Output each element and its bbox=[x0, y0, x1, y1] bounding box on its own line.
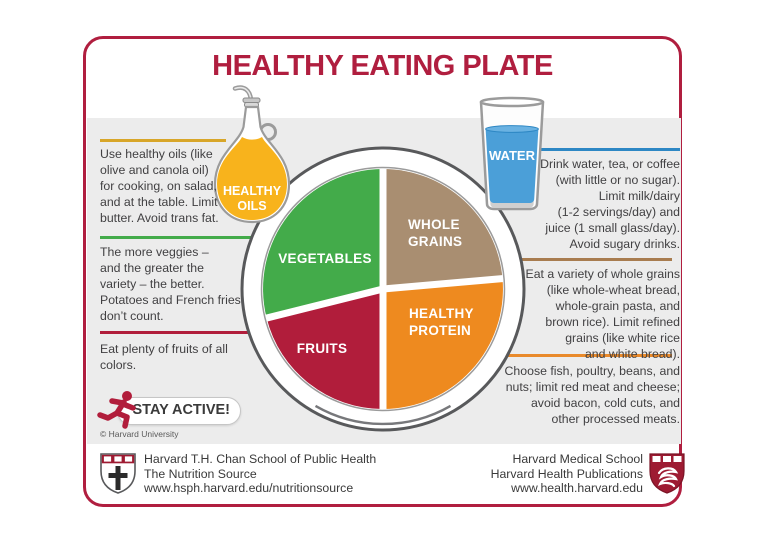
grains-connector-line bbox=[494, 258, 672, 261]
footer-right-text: Harvard Medical School Harvard Health Pu… bbox=[491, 452, 643, 496]
water-label: WATER bbox=[489, 148, 536, 163]
plate-foot-arc bbox=[314, 404, 452, 426]
oil-bottle-label-line2: OILS bbox=[237, 199, 266, 213]
plate-section-fruits bbox=[266, 289, 383, 409]
footer-right-line1: Harvard Medical School bbox=[512, 452, 643, 466]
healthy-protein-label-line2: PROTEIN bbox=[409, 323, 471, 338]
protein-connector-line bbox=[491, 354, 672, 357]
whole-grains-label-line1: WHOLE bbox=[408, 217, 460, 232]
glass-water-fill bbox=[485, 129, 539, 203]
water-surface bbox=[485, 125, 539, 133]
bottle-collar-top bbox=[242, 97, 261, 103]
copyright-text: © Harvard University bbox=[100, 429, 179, 439]
plate-diagram: VEGETABLES WHOLE GRAINS FRUITS HEALTHY P… bbox=[240, 146, 526, 432]
plate-dividers bbox=[264, 168, 504, 410]
oils-note: Use healthy oils (like olive and canola … bbox=[100, 147, 219, 225]
stay-active-badge: STAY ACTIVE! bbox=[117, 397, 241, 425]
harvard-chan-school-shield-logo bbox=[100, 453, 136, 494]
oils-connector-line bbox=[100, 139, 226, 142]
footer-right-url: www.health.harvard.edu bbox=[511, 481, 643, 496]
footer-left-text: Harvard T.H. Chan School of Public Healt… bbox=[144, 452, 376, 496]
vegetables-note: The more veggies – and the greater the v… bbox=[100, 245, 241, 323]
footer-right-line2: Harvard Health Publications bbox=[490, 466, 643, 481]
poster-title: HEALTHY EATING PLATE bbox=[212, 50, 553, 82]
grains-note: Eat a variety of whole grains (like whol… bbox=[525, 267, 680, 361]
plate-section-vegetables bbox=[263, 169, 383, 318]
oil-bottle-label-line1: HEALTHY bbox=[223, 184, 282, 198]
bottle-oil-fill bbox=[217, 137, 287, 220]
fruits-connector-line bbox=[100, 331, 265, 334]
water-note: Drink water, tea, or coffee (with little… bbox=[540, 157, 680, 251]
footer-left-line2: The Nutrition Source bbox=[144, 466, 257, 481]
protein-note: Choose fish, poultry, beans, and nuts; l… bbox=[504, 364, 680, 426]
water-connector-line bbox=[528, 148, 680, 151]
plate-section-whole-grains bbox=[383, 169, 503, 289]
fruits-label: FRUITS bbox=[297, 341, 348, 356]
glass-rim bbox=[479, 96, 545, 108]
fruits-note: Eat plenty of fruits of all colors. bbox=[100, 342, 228, 372]
vegetables-label: VEGETABLES bbox=[278, 251, 372, 266]
oil-bottle-illustration: HEALTHY OILS bbox=[213, 85, 291, 224]
plate-section-healthy-protein bbox=[383, 278, 503, 409]
harvard-medical-school-shield-logo bbox=[649, 453, 685, 494]
whole-grains-label-line2: GRAINS bbox=[408, 234, 462, 249]
footer-left-url: www.hsph.harvard.edu/nutritionsource bbox=[144, 481, 354, 496]
healthy-protein-label-line1: HEALTHY bbox=[409, 306, 474, 321]
vegetables-connector-line bbox=[100, 236, 265, 239]
water-glass-illustration: WATER bbox=[479, 96, 545, 211]
plate-inner-ring bbox=[260, 166, 506, 412]
runner-icon bbox=[97, 391, 136, 429]
footer-left-line1: Harvard T.H. Chan School of Public Healt… bbox=[144, 452, 377, 466]
